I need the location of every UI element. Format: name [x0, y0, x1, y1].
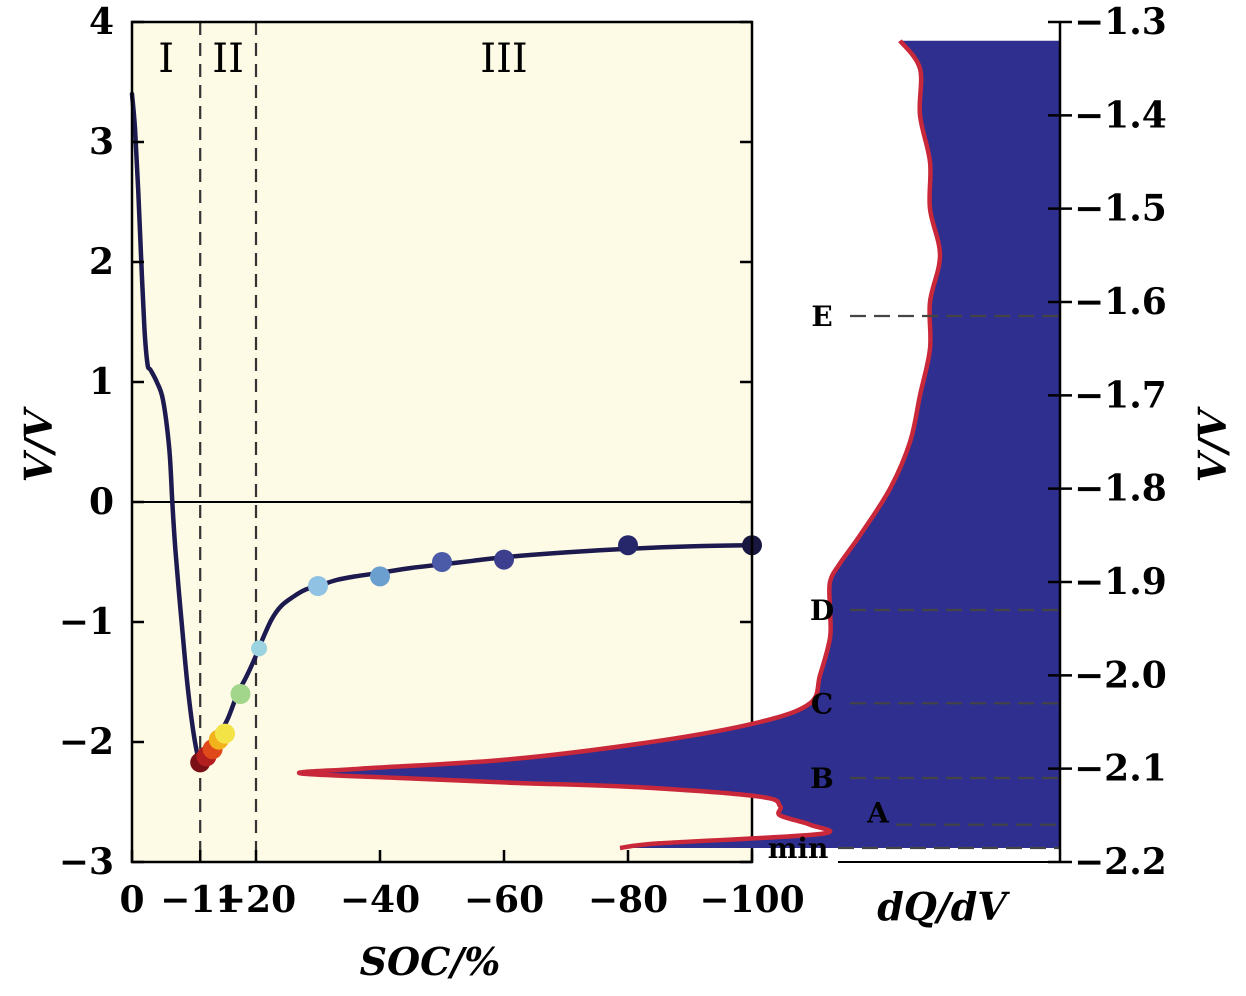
- y-tick-label: 1: [89, 361, 114, 403]
- peak-label: A: [866, 797, 890, 830]
- dqdv-tick-label: −2.0: [1074, 654, 1167, 696]
- x-axis-label: SOC/%: [360, 939, 501, 984]
- x-tick-label: −11: [160, 879, 240, 921]
- data-point-marker: [308, 576, 328, 596]
- y-tick-label: −3: [59, 841, 114, 883]
- dqdv-y-label: V/V: [1190, 406, 1235, 482]
- data-point-marker: [230, 684, 251, 704]
- y-axis-label: V/V: [16, 406, 61, 482]
- x-tick-label: −80: [588, 879, 668, 921]
- peak-label: C: [811, 687, 833, 720]
- data-point-marker: [251, 640, 268, 657]
- plot-frame: [130, 20, 754, 864]
- peak-label: E: [811, 300, 832, 333]
- dqdv-area: [299, 40, 1061, 848]
- region-label: III: [480, 36, 527, 82]
- dqdv-tick-label: −2.2: [1074, 841, 1167, 883]
- y-tick-label: 0: [89, 481, 114, 523]
- data-point-marker: [494, 549, 514, 570]
- peak-label: min: [768, 832, 829, 865]
- data-point-marker: [215, 723, 235, 744]
- x-tick-label: −40: [340, 879, 420, 921]
- dqdv-outline: [296, 39, 943, 851]
- y-tick-label: −2: [59, 721, 114, 763]
- dqdv-x-label: dQ/dV: [877, 884, 1010, 929]
- plot-background: [132, 22, 752, 862]
- y-tick-label: 4: [89, 1, 114, 43]
- y-tick-label: 2: [89, 241, 114, 283]
- dqdv-tick-label: −1.3: [1074, 1, 1167, 43]
- y-tick-label: −1: [59, 601, 114, 643]
- region-label: II: [212, 36, 244, 82]
- dqdv-tick-label: −1.8: [1074, 468, 1167, 510]
- peak-label: B: [810, 762, 834, 795]
- peak-label: D: [810, 594, 834, 627]
- x-tick-label: −20: [216, 879, 296, 921]
- x-tick-label: −60: [464, 879, 544, 921]
- dqdv-tick-label: −1.6: [1074, 281, 1167, 323]
- y-tick-label: 3: [89, 121, 114, 163]
- data-point-marker: [432, 552, 452, 572]
- dqdv-tick-label: −2.1: [1074, 748, 1167, 790]
- data-point-marker: [370, 566, 390, 587]
- region-label: I: [158, 36, 174, 82]
- dqdv-tick-label: −1.5: [1074, 188, 1167, 230]
- x-tick-label: −100: [699, 879, 804, 921]
- dqdv-tick-label: −1.7: [1074, 374, 1167, 416]
- dqdv-tick-label: −1.9: [1074, 561, 1167, 603]
- data-point-marker: [618, 535, 638, 556]
- x-tick-label: 0: [119, 879, 144, 921]
- voltage-curve: [129, 91, 755, 769]
- dqdv-tick-label: −1.4: [1074, 94, 1167, 136]
